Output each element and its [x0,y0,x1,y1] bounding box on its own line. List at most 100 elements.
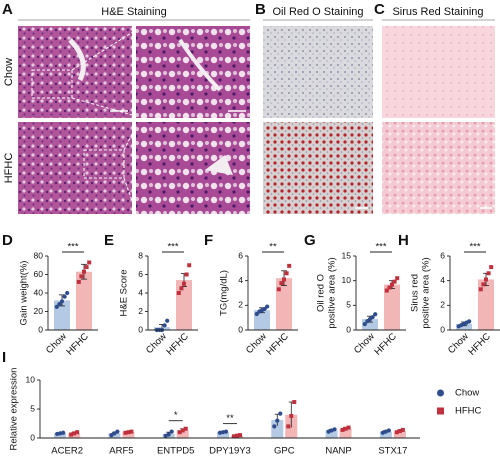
data-point [123,430,128,435]
panel-label: B [255,1,266,18]
y-tick-label: 4 [138,287,143,297]
significance-label: *** [67,242,78,253]
data-point [467,319,472,324]
y-tick-label: 0 [38,324,43,334]
significance-label: ** [226,413,234,424]
y-tick-label: 4 [440,275,445,285]
data-point [478,287,483,292]
data-point [179,286,184,291]
y-tick-label: 10 [342,275,352,285]
data-point [184,272,189,277]
bar [108,433,121,438]
data-point [183,426,188,431]
data-point [292,400,297,405]
data-point [79,274,84,279]
y-tick-label: 0 [440,324,445,334]
image [18,122,132,214]
y-tick-label: 10 [26,374,36,384]
bar [176,280,192,330]
y-tick-label: 2 [440,300,445,310]
data-point [62,294,67,299]
micrographs [18,26,495,214]
y-tick-label: 0 [30,432,35,442]
x-tick-label: Chow [446,331,471,356]
x-tick-label: Chow [144,331,169,356]
significance-label: ** [269,242,277,253]
panel-label: D [2,232,13,249]
significance-label: * [174,410,178,421]
legend-marker [437,389,444,397]
data-point [282,277,286,282]
y-axis-label: H&E Score [119,270,130,317]
bar [176,430,189,438]
y-tick-label: 5 [346,300,351,310]
y-axis-label: Oil red O [316,274,327,312]
y-tick-label: 8 [138,250,143,260]
bar [217,432,229,438]
panel-label: I [2,349,6,366]
y-tick-label: 2 [238,300,243,310]
image [136,122,250,214]
data-point [286,424,291,429]
panel-label: E [104,232,114,249]
y-tick-label: 60 [34,269,44,279]
bar [122,432,135,438]
data-point [276,287,281,292]
bar [76,271,92,330]
data-point [82,269,86,274]
y-tick-label: 4 [238,275,243,285]
x-tick-label: ARF5 [109,446,133,457]
image [382,122,495,214]
bar [68,433,81,438]
x-tick-label: HFHC [64,331,91,358]
data-point [235,433,239,438]
stain-title: H&E Staining [101,6,166,18]
stain-title: Oil Red O Staining [272,6,363,18]
bar [339,428,352,438]
y-tick-label: 80 [34,250,44,260]
data-point [115,429,120,434]
legend-label: Chow [455,388,479,399]
bar [362,319,378,330]
bar [384,284,400,330]
y-tick-label: 5 [30,403,35,413]
data-point [187,263,192,268]
significance-label: *** [375,242,386,253]
y-tick-label: 6 [440,250,445,260]
data-point [272,424,277,429]
data-point [182,281,186,286]
y-axis-label: positive area (%) [421,257,432,328]
bar [478,279,494,330]
row-label: HFHC [3,153,15,184]
data-point [395,276,400,281]
y-tick-label: 0 [138,324,143,334]
image [18,26,132,118]
image [263,26,373,118]
bar [379,431,392,438]
y-axis-label: Sirus red [410,274,421,312]
data-point [370,315,375,320]
data-point [75,430,80,435]
y-axis-label: Gain weight(%) [19,261,30,326]
x-tick-label: GPC [274,446,295,457]
data-point [180,428,185,433]
data-point [87,260,92,265]
data-point [72,431,77,436]
y-tick-label: 6 [138,269,143,279]
stain-title: Sirus Red Staining [392,6,483,18]
panel-label: A [2,1,13,18]
x-tick-label: ACER2 [51,446,83,457]
x-tick-label: HFHC [264,331,291,358]
data-point [176,291,181,295]
significance-label: *** [469,242,480,253]
data-point [84,265,89,270]
data-point [346,425,351,430]
data-point [279,281,284,286]
panel-label: C [374,1,385,18]
data-point [223,429,229,434]
data-point [275,418,280,423]
data-point [76,279,81,284]
image [263,122,373,214]
data-point [486,271,491,276]
panel-label: G [304,232,316,249]
